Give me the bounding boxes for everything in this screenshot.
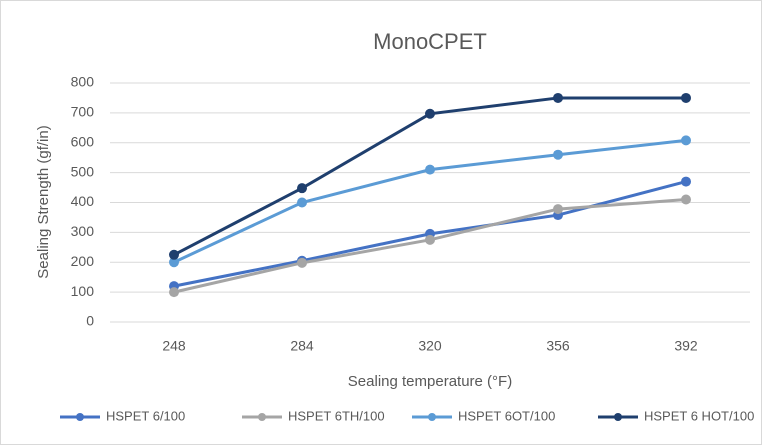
data-point — [297, 183, 307, 194]
data-point — [425, 108, 435, 119]
data-point — [681, 176, 691, 187]
x-tick-label: 320 — [418, 338, 442, 354]
legend-marker — [258, 413, 266, 421]
data-point — [553, 204, 563, 215]
x-axis-label: Sealing temperature (°F) — [348, 373, 512, 390]
x-tick-label: 356 — [546, 338, 570, 354]
y-tick-label: 300 — [71, 223, 95, 239]
y-tick-label: 0 — [86, 313, 94, 329]
x-tick-label: 248 — [162, 338, 186, 354]
y-tick-label: 600 — [71, 133, 95, 149]
legend-label: HSPET 6OT/100 — [458, 408, 555, 423]
data-point — [297, 197, 307, 208]
data-point — [425, 164, 435, 175]
data-point — [681, 135, 691, 146]
legend-marker — [428, 413, 436, 421]
legend-label: HSPET 6/100 — [106, 408, 185, 423]
y-axis-label: Sealing Strength (gf/in) — [35, 125, 52, 278]
chart-title: MonoCPET — [373, 29, 487, 54]
y-tick-label: 800 — [71, 74, 95, 90]
y-tick-label: 100 — [71, 283, 95, 299]
x-tick-label: 284 — [290, 338, 314, 354]
data-point — [169, 257, 179, 268]
legend-label: HSPET 6TH/100 — [288, 408, 385, 423]
y-tick-label: 200 — [71, 253, 95, 269]
data-point — [169, 249, 179, 260]
data-point — [297, 257, 307, 268]
legend-marker — [76, 413, 84, 421]
legend-marker — [614, 413, 622, 421]
legend-label: HSPET 6 HOT/100 — [644, 408, 754, 423]
x-tick-label: 392 — [674, 338, 698, 354]
data-point — [425, 234, 435, 245]
data-point — [553, 92, 563, 103]
data-point — [681, 194, 691, 205]
y-tick-label: 400 — [71, 193, 95, 209]
data-point — [169, 287, 179, 298]
data-point — [553, 149, 563, 160]
data-point — [681, 92, 691, 103]
y-tick-label: 700 — [71, 104, 95, 120]
y-tick-label: 500 — [71, 163, 95, 179]
